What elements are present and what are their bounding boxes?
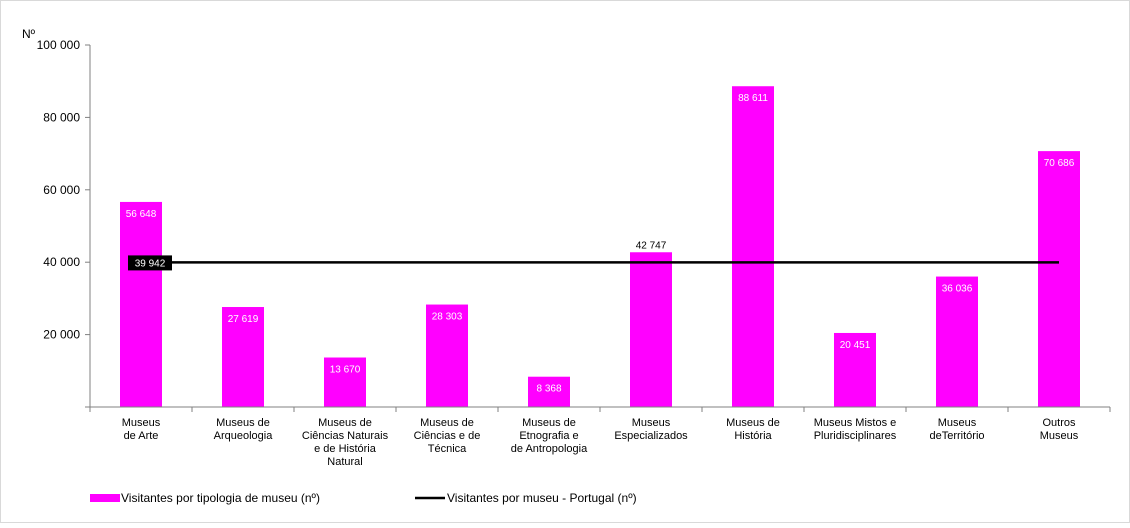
x-tick-label-line: Etnografia e [519, 430, 578, 442]
legend-label-bars: Visitantes por tipologia de museu (nº) [121, 491, 320, 505]
bar [222, 307, 264, 407]
x-tick-label: Museus de Ciências e de Técnica [414, 417, 481, 455]
x-tick-label: Outros Museus [1040, 417, 1079, 442]
x-tick-label-line: Técnica [428, 443, 467, 455]
x-tick-label-line: Pluridisciplinares [814, 430, 897, 442]
x-tick-label-line: História [734, 430, 772, 442]
x-tick-label: Museus Especializados [614, 417, 688, 442]
bar-data-label: 28 303 [432, 312, 463, 323]
y-tick-label: 100 000 [37, 38, 81, 52]
y-tick-label: 80 000 [43, 110, 80, 124]
x-tick-label-line: Museus [122, 417, 161, 429]
x-tick-label-line: Museus de [216, 417, 270, 429]
x-tick-label: Museus Mistos e Pluridisciplinares [814, 417, 897, 442]
x-tick-label-line: Ciências Naturais [302, 430, 389, 442]
x-tick-label-line: Museus [1040, 430, 1079, 442]
bar-data-label: 13 670 [330, 365, 361, 376]
x-tick-label-line: Museus de [420, 417, 474, 429]
x-tick-label-line: Museus Mistos e [814, 417, 897, 429]
bar [1038, 151, 1080, 407]
bar [528, 376, 570, 407]
legend-swatch-bars [90, 494, 120, 502]
bar [834, 332, 876, 407]
bar [732, 86, 774, 407]
x-tick-label: Museus de Ciências Naturais e de História N… [302, 417, 389, 468]
x-tick-label-line: Museus [632, 417, 671, 429]
x-tick-label: Museus deTerritório [929, 417, 984, 442]
x-tick-label: Museus de História [726, 417, 780, 442]
bar [324, 357, 366, 407]
bar-data-label: 27 619 [228, 314, 259, 325]
x-tick-label-line: e de História [314, 443, 377, 455]
average-label-box [128, 255, 172, 271]
x-tick-label-line: Ciências e de [414, 430, 481, 442]
x-tick-label-line: Outros [1042, 417, 1076, 429]
x-tick-label-line: Museus de [318, 417, 372, 429]
x-tick-label-line: de Antropologia [511, 443, 588, 455]
bar-data-label: 36 036 [942, 284, 973, 295]
bar-data-label: 70 686 [1044, 158, 1075, 169]
bar-data-label: 8 368 [536, 384, 561, 395]
legend: Visitantes por tipologia de museu (nº) Vi… [90, 491, 637, 505]
x-tick-label-line: de Arte [124, 430, 159, 442]
bar [120, 201, 162, 407]
x-tick-label: Museus de Arte [122, 417, 161, 442]
x-tick-label-line: Natural [327, 456, 362, 468]
y-axis-label: Nº [22, 27, 36, 41]
y-tick-label: 20 000 [43, 328, 80, 342]
x-tick-label-line: deTerritório [929, 430, 984, 442]
average-line-group: 39 942 [128, 255, 1059, 271]
x-tick-label-line: Arqueologia [214, 430, 274, 442]
x-tick-label-line: Museus de [522, 417, 576, 429]
y-tick-label: 40 000 [43, 255, 80, 269]
legend-label-line: Visitantes por museu - Portugal (nº) [447, 491, 637, 505]
bar-data-label: 88 611 [738, 93, 768, 104]
x-tick-label: Museus de Etnografia e de Antropologia [511, 417, 588, 455]
x-tick-label: Museus de Arqueologia [214, 417, 274, 442]
average-data-label: 39 942 [135, 258, 166, 269]
bar [630, 252, 672, 407]
bar [936, 276, 978, 407]
x-tick-label-line: Museus [938, 417, 977, 429]
bar-data-label: 20 451 [840, 340, 871, 351]
bar [426, 304, 468, 407]
x-tick-label-line: Especializados [614, 430, 688, 442]
y-tick-label: 60 000 [43, 183, 80, 197]
bar-data-label: 42 747 [636, 240, 667, 251]
y-axis: 20 000 40 000 60 000 80 000 100 000 [37, 38, 91, 408]
bar-data-label: 56 648 [126, 209, 157, 220]
bars-group: 56 648 27 619 13 670 28 303 8 368 42 747 88 61… [120, 86, 1080, 407]
x-tick-label-line: Museus de [726, 417, 780, 429]
